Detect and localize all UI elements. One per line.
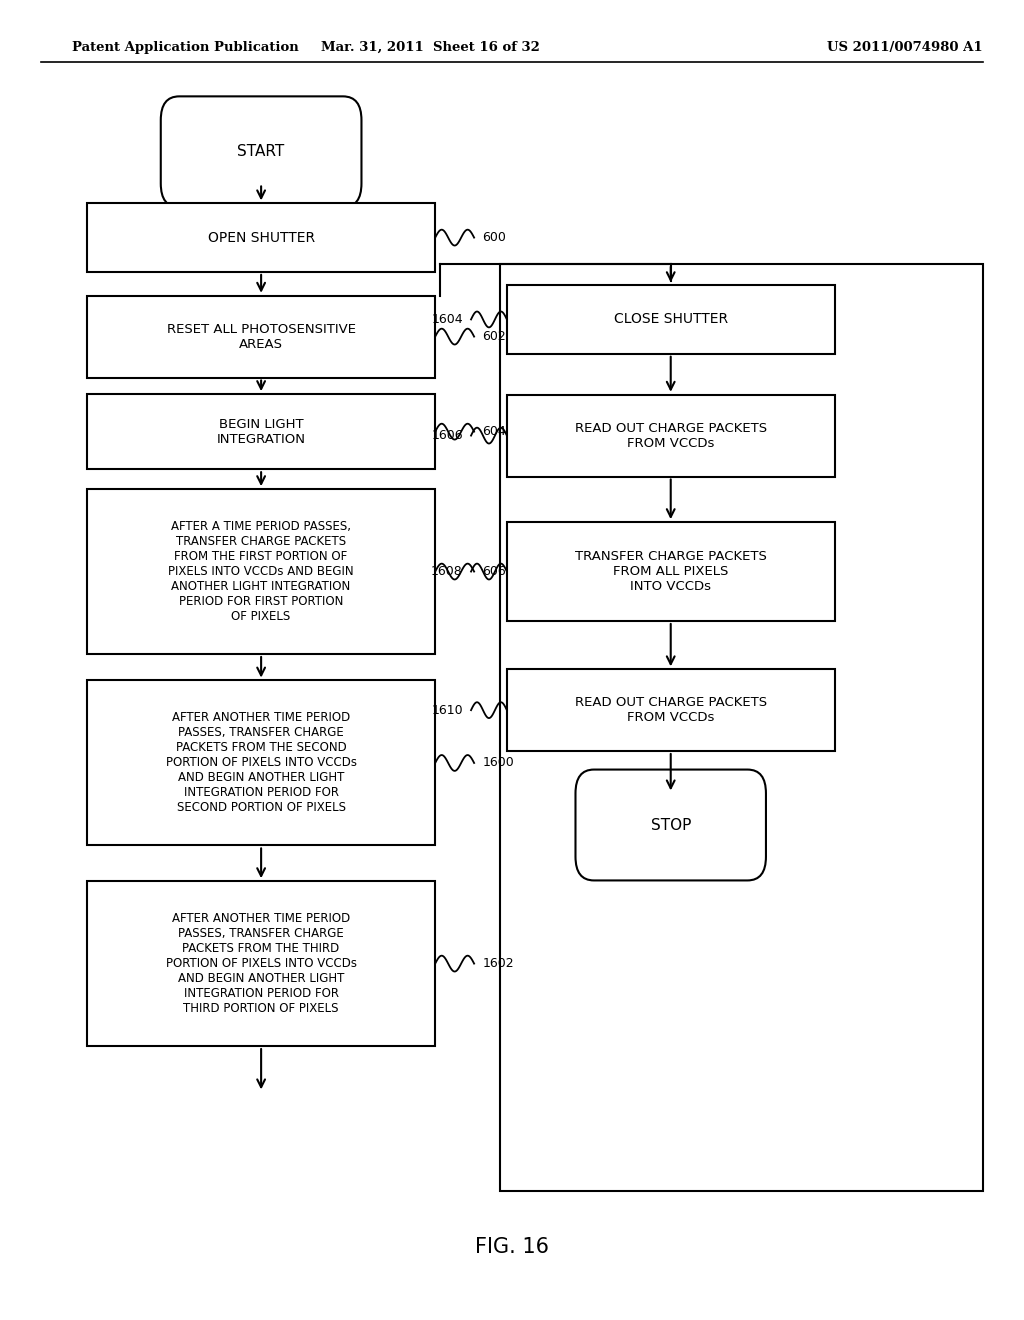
Text: FIG. 16: FIG. 16: [475, 1237, 549, 1258]
Bar: [507, 669, 835, 751]
Text: 1606: 1606: [431, 429, 463, 442]
Bar: [507, 285, 835, 354]
Bar: [87, 882, 435, 1045]
Text: 604: 604: [482, 425, 506, 438]
FancyBboxPatch shape: [161, 96, 361, 207]
Text: Patent Application Publication: Patent Application Publication: [72, 41, 298, 54]
Bar: [507, 523, 835, 622]
Bar: [87, 490, 435, 655]
Text: 1602: 1602: [482, 957, 514, 970]
Text: 1600: 1600: [482, 756, 514, 770]
Text: 602: 602: [482, 330, 506, 343]
Text: AFTER ANOTHER TIME PERIOD
PASSES, TRANSFER CHARGE
PACKETS FROM THE SECOND
PORTIO: AFTER ANOTHER TIME PERIOD PASSES, TRANSF…: [166, 711, 356, 814]
Bar: [87, 296, 435, 378]
Text: START: START: [238, 144, 285, 160]
Text: STOP: STOP: [650, 817, 691, 833]
Text: RESET ALL PHOTOSENSITIVE
AREAS: RESET ALL PHOTOSENSITIVE AREAS: [167, 322, 355, 351]
Text: AFTER A TIME PERIOD PASSES,
TRANSFER CHARGE PACKETS
FROM THE FIRST PORTION OF
PI: AFTER A TIME PERIOD PASSES, TRANSFER CHA…: [168, 520, 354, 623]
Text: TRANSFER CHARGE PACKETS
FROM ALL PIXELS
INTO VCCDs: TRANSFER CHARGE PACKETS FROM ALL PIXELS …: [574, 550, 767, 593]
Text: READ OUT CHARGE PACKETS
FROM VCCDs: READ OUT CHARGE PACKETS FROM VCCDs: [574, 421, 767, 450]
Text: Mar. 31, 2011  Sheet 16 of 32: Mar. 31, 2011 Sheet 16 of 32: [321, 41, 540, 54]
Bar: [87, 681, 435, 846]
Text: CLOSE SHUTTER: CLOSE SHUTTER: [613, 313, 728, 326]
Text: OPEN SHUTTER: OPEN SHUTTER: [208, 231, 314, 244]
Bar: [87, 393, 435, 469]
Bar: [87, 203, 435, 272]
Bar: [507, 395, 835, 477]
Text: 1604: 1604: [431, 313, 463, 326]
Text: 606: 606: [482, 565, 506, 578]
Text: READ OUT CHARGE PACKETS
FROM VCCDs: READ OUT CHARGE PACKETS FROM VCCDs: [574, 696, 767, 725]
Text: 1610: 1610: [431, 704, 463, 717]
FancyBboxPatch shape: [575, 770, 766, 880]
Text: BEGIN LIGHT
INTEGRATION: BEGIN LIGHT INTEGRATION: [217, 417, 305, 446]
Text: 1608: 1608: [431, 565, 463, 578]
Text: US 2011/0074980 A1: US 2011/0074980 A1: [827, 41, 983, 54]
Bar: [500, 264, 983, 1191]
Text: 600: 600: [482, 231, 506, 244]
Text: AFTER ANOTHER TIME PERIOD
PASSES, TRANSFER CHARGE
PACKETS FROM THE THIRD
PORTION: AFTER ANOTHER TIME PERIOD PASSES, TRANSF…: [166, 912, 356, 1015]
